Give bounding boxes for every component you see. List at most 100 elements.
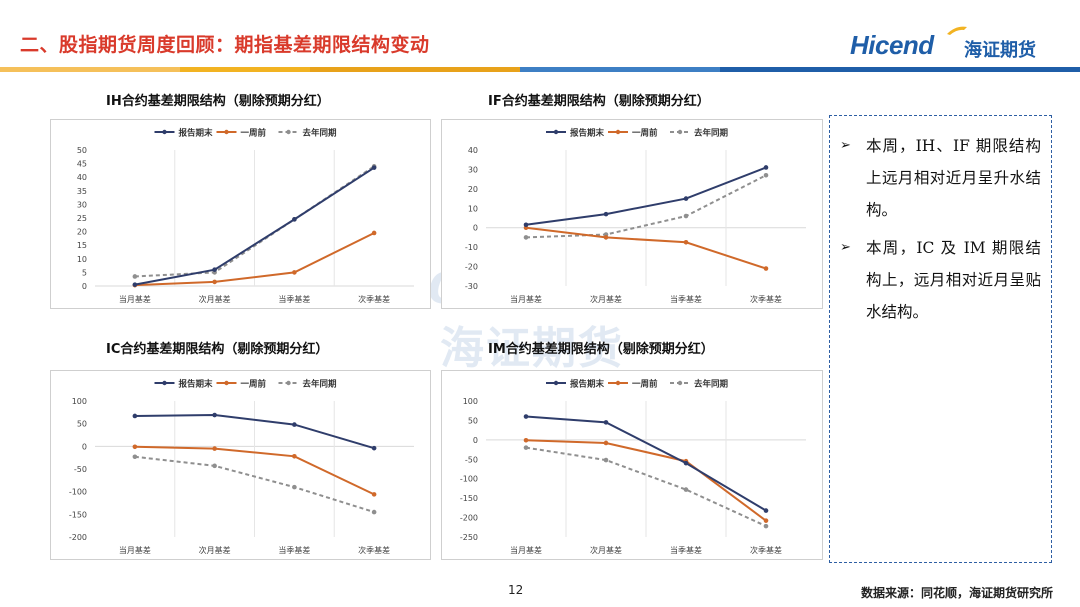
y-tick-label: 10	[77, 255, 87, 264]
series-line	[525, 439, 767, 522]
y-tick-label: 50	[77, 420, 87, 429]
series-line	[134, 165, 375, 278]
x-tick-label: 当月基差	[510, 545, 542, 555]
x-tick-label: 当季基差	[278, 545, 310, 555]
legend-item: 一周前	[608, 379, 658, 390]
page-title: 二、股指期货周度回顾：期指基差期限结构变动	[20, 34, 430, 56]
data-point	[763, 172, 769, 178]
bar-seg-1	[0, 67, 180, 72]
y-tick-label: 0	[82, 442, 87, 451]
data-point	[603, 440, 609, 446]
data-point	[603, 420, 609, 425]
chart-if: 报告期末 一周前 去年同期 -30 -20 -10 0 10 20 30 40 当月基差 次月基差 当季基…	[441, 119, 823, 309]
chart-title-im: IM合约基差期限结构（剔除预期分红）	[488, 342, 714, 357]
x-tick-label: 当季基差	[670, 294, 702, 304]
data-point	[763, 266, 769, 271]
x-tick-label: 次月基差	[199, 294, 231, 304]
hicend-logo: Hicend 海证期货	[850, 26, 1060, 66]
legend-label: 一周前	[632, 379, 658, 390]
bar-seg-5	[720, 67, 1080, 72]
y-tick-label: -200	[69, 533, 87, 542]
y-tick-label: 30	[468, 165, 478, 174]
data-point	[292, 454, 297, 459]
data-point	[371, 165, 377, 170]
y-tick-label: 40	[77, 173, 87, 182]
x-tick-label: 次季基差	[358, 545, 390, 555]
y-tick-label: -20	[465, 263, 478, 272]
note-item: ➢ 本周，IH、IF 期限结构上远月相对近月呈升水结构。	[840, 130, 1041, 226]
x-tick-label: 次月基差	[590, 294, 622, 304]
data-point	[683, 487, 689, 492]
note-text: 本周，IH、IF 期限结构上远月相对近月呈升水结构。	[866, 137, 1041, 219]
y-tick-label: 100	[72, 397, 87, 406]
y-tick-label: -100	[69, 488, 87, 497]
note-text: 本周，IC 及 IM 期限结构上，远月相对近月呈贴水结构。	[866, 239, 1041, 321]
data-point	[683, 213, 689, 219]
y-tick-label: 15	[77, 241, 87, 250]
y-tick-label: -10	[465, 243, 478, 252]
x-tick-label: 当月基差	[510, 294, 542, 304]
logo-text-cn: 海证期货	[964, 40, 1036, 61]
data-point	[763, 518, 769, 523]
data-point	[132, 454, 138, 460]
series-line	[134, 455, 375, 514]
legend-item: 报告期末	[154, 128, 213, 139]
legend-label: 去年同期	[303, 128, 338, 139]
data-point	[603, 457, 609, 463]
series-line	[525, 174, 767, 239]
data-point	[683, 460, 689, 466]
y-tick-label: -200	[460, 514, 478, 523]
header-color-bar	[0, 67, 1080, 72]
legend-label: 一周前	[241, 379, 267, 390]
y-tick-label: 20	[468, 185, 478, 194]
legend-item: 一周前	[216, 128, 267, 139]
data-point	[371, 509, 377, 515]
data-point	[292, 422, 297, 427]
data-point	[132, 413, 138, 419]
y-tick-label: 0	[82, 282, 87, 291]
legend-item: 报告期末	[546, 128, 605, 139]
legend-item: 报告期末	[154, 379, 213, 390]
data-point	[523, 445, 529, 450]
x-tick-label: 次季基差	[750, 294, 782, 304]
legend-item: 去年同期	[670, 379, 729, 390]
data-point	[292, 217, 297, 222]
data-point	[523, 235, 529, 240]
series-line	[525, 446, 767, 528]
y-tick-label: -150	[460, 494, 478, 503]
data-point	[292, 484, 297, 490]
y-tick-label: -50	[74, 465, 87, 474]
data-point	[371, 445, 377, 451]
x-tick-label: 次季基差	[358, 294, 390, 304]
data-point	[683, 239, 689, 245]
y-tick-label: 50	[468, 416, 478, 425]
y-tick-label: 5	[82, 268, 87, 277]
data-point	[683, 196, 689, 201]
chart-ih-svg: 报告期末 一周前 去年同期 0 5 10 15 20 25 30 35 40 45 50 当月基差 次月基差 当…	[77, 128, 414, 304]
data-point	[212, 279, 217, 285]
legend-label: 一周前	[632, 128, 658, 139]
bar-seg-4	[520, 67, 720, 72]
legend-label: 去年同期	[303, 379, 338, 390]
x-tick-label: 当月基差	[119, 545, 151, 555]
page-number: 12	[508, 583, 524, 597]
x-tick-label: 次月基差	[199, 545, 231, 555]
chart-title-ih: IH合约基差期限结构（剔除预期分红）	[106, 94, 330, 109]
x-tick-label: 次月基差	[590, 545, 622, 555]
y-tick-label: 30	[77, 200, 87, 209]
y-tick-label: 45	[77, 160, 87, 169]
y-tick-label: 25	[77, 214, 87, 223]
notes-panel: ➢ 本周，IH、IF 期限结构上远月相对近月呈升水结构。 ➢ 本周，IC 及 I…	[829, 115, 1052, 563]
series-line	[134, 166, 375, 286]
y-tick-label: 40	[468, 146, 478, 155]
chart-im: 报告期末 一周前 去年同期 -250 -200 -150 -100 -50 0 50 100 当月基差…	[441, 370, 823, 560]
y-tick-label: 0	[473, 224, 478, 233]
arrow-bullet-icon: ➢	[840, 138, 851, 153]
data-point	[212, 267, 217, 272]
data-point	[371, 492, 377, 497]
x-tick-label: 当月基差	[119, 294, 151, 304]
legend-item: 去年同期	[278, 128, 338, 139]
legend-label: 报告期末	[570, 379, 605, 390]
series-line	[134, 414, 375, 450]
legend-item: 去年同期	[278, 379, 338, 390]
